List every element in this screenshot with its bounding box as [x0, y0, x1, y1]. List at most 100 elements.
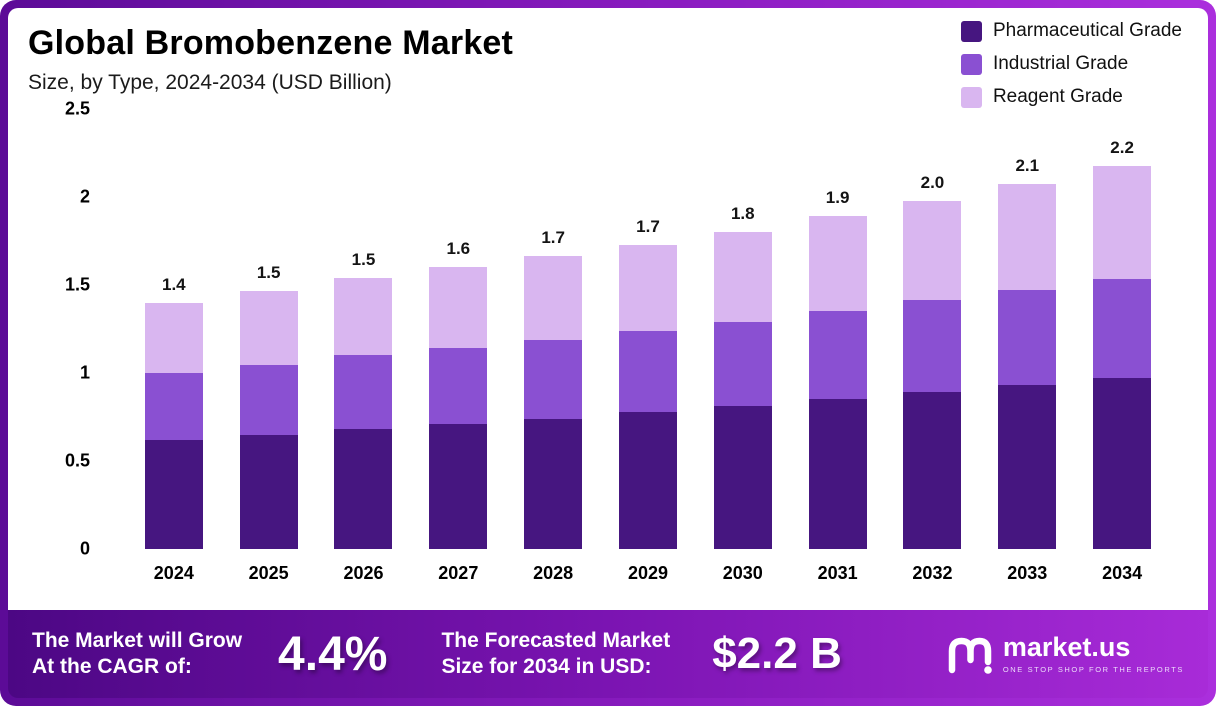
legend-label: Pharmaceutical Grade — [992, 20, 1182, 41]
bar-segment-pharmaceutical-grade — [808, 399, 867, 549]
bar-total-label: 1.5 — [351, 250, 376, 269]
bar-segment-industrial-grade — [1093, 279, 1152, 378]
legend-item: Industrial Grade — [960, 53, 1182, 75]
bar-total-label: 2.2 — [1110, 138, 1134, 157]
bar-total-label: 2.0 — [920, 173, 945, 192]
y-tick-label: 2.5 — [64, 98, 90, 119]
bar-segment-pharmaceutical-grade — [998, 385, 1057, 549]
bar-segment-pharmaceutical-grade — [429, 424, 488, 549]
cagr-label-line1: The Market will Grow — [32, 628, 243, 652]
cagr-label: The Market will Grow At the CAGR of: — [32, 628, 242, 681]
bar-segment-industrial-grade — [713, 322, 772, 406]
chart-body: 0 0.5 1 1.5 2 2.5 1.4 1.5 1.5 1.6 1.7 1.7 1.8 1.9 2.0… — [28, 99, 1188, 584]
bar-total-label: 1.7 — [636, 217, 660, 236]
bar-segment-reagent-grade — [524, 256, 583, 340]
bar-column: 1.9 — [808, 188, 867, 549]
legend-swatch — [960, 20, 982, 42]
forecast-value: $2.2 B — [712, 629, 842, 678]
bar-segment-reagent-grade — [713, 232, 772, 322]
x-tick-label: 2027 — [438, 563, 479, 583]
brand-tagline: ONE STOP SHOP FOR THE REPORTS — [1002, 665, 1184, 674]
bar-segment-industrial-grade — [998, 290, 1057, 385]
plot-columns: 1.4 1.5 1.5 1.6 1.7 1.7 1.8 1.9 2.0 2.1 2.2 — [108, 109, 1188, 549]
plot-area: 1.4 1.5 1.5 1.6 1.7 1.7 1.8 1.9 2.0 2.1 2.2 2024 20… — [108, 109, 1188, 584]
bar-segment-industrial-grade — [524, 340, 583, 419]
legend-item: Reagent Grade — [960, 86, 1182, 108]
y-tick-label: 1 — [79, 362, 90, 383]
bar-column: 1.8 — [713, 204, 772, 549]
bar-total-label: 1.9 — [825, 188, 850, 207]
x-axis-labels: 2024 2025 2026 2027 2028 2029 2030 2031 2032 2033… — [108, 563, 1188, 584]
bar-segment-reagent-grade — [239, 291, 298, 365]
cagr-label-line2: At the CAGR of: — [32, 655, 192, 678]
x-tick-label: 2024 — [153, 563, 194, 583]
brand-text: market.us ONE STOP SHOP FOR THE REPORTS — [1002, 632, 1184, 675]
x-tick-label: 2028 — [533, 563, 574, 583]
bar-segment-pharmaceutical-grade — [144, 440, 203, 549]
footer-band: The Market will Grow At the CAGR of: 4.4… — [8, 610, 1208, 698]
bar-segment-pharmaceutical-grade — [713, 406, 772, 549]
bar-column: 1.4 — [144, 275, 203, 549]
market-us-logo-icon — [948, 637, 992, 674]
bar-total-label: 1.8 — [730, 204, 755, 223]
x-tick-label: 2031 — [817, 563, 858, 583]
cagr-value: 4.4% — [278, 627, 388, 681]
x-tick-label: 2032 — [912, 563, 953, 583]
bar-segment-reagent-grade — [144, 303, 203, 373]
forecast-label-line2: Size for 2034 in USD: — [441, 655, 652, 678]
y-tick-label: 0 — [79, 538, 90, 559]
bar-segment-industrial-grade — [618, 331, 677, 412]
chart-card: Global Bromobenzene Market Size, by Type… — [8, 8, 1208, 610]
bar-total-label: 1.5 — [256, 263, 281, 282]
bar-column: 1.7 — [618, 217, 677, 549]
legend-item: Pharmaceutical Grade — [960, 20, 1182, 42]
bar-segment-industrial-grade — [808, 311, 867, 399]
legend-swatch — [960, 86, 982, 108]
x-tick-label: 2033 — [1007, 563, 1048, 583]
bar-segment-pharmaceutical-grade — [524, 419, 583, 549]
bar-segment-industrial-grade — [429, 348, 488, 424]
bar-segment-pharmaceutical-grade — [1093, 378, 1152, 549]
y-axis: 0 0.5 1 1.5 2 2.5 — [28, 99, 108, 559]
x-tick-label: 2034 — [1102, 563, 1143, 583]
bar-segment-industrial-grade — [334, 355, 393, 429]
bar-column: 1.5 — [239, 263, 298, 549]
bar-column: 1.7 — [524, 228, 583, 549]
bar-segment-pharmaceutical-grade — [903, 392, 962, 549]
bar-segment-pharmaceutical-grade — [239, 435, 298, 549]
legend: Pharmaceutical Grade Industrial Grade Reag… — [960, 20, 1182, 119]
bar-segment-industrial-grade — [903, 300, 962, 392]
y-tick-label: 2 — [79, 186, 90, 207]
brand-name: market.us — [1002, 632, 1131, 662]
brand-logo: market.us ONE STOP SHOP FOR THE REPORTS — [945, 630, 1184, 678]
bar-segment-pharmaceutical-grade — [618, 412, 677, 549]
bar-segment-reagent-grade — [808, 216, 867, 311]
bar-column: 2.2 — [1093, 138, 1152, 549]
x-tick-label: 2026 — [343, 563, 384, 583]
bar-segment-reagent-grade — [998, 184, 1057, 290]
bar-segment-reagent-grade — [429, 267, 488, 348]
page-title: Global Bromobenzene Market — [28, 24, 514, 62]
bar-segment-industrial-grade — [239, 365, 298, 435]
bar-segment-pharmaceutical-grade — [334, 429, 393, 549]
page-subtitle: Size, by Type, 2024-2034 (USD Billion) — [28, 71, 392, 94]
bar-segment-reagent-grade — [618, 245, 677, 331]
bar-segment-reagent-grade — [903, 201, 962, 300]
legend-label: Industrial Grade — [992, 53, 1129, 74]
bar-column: 1.6 — [429, 239, 488, 549]
forecast-label: The Forecasted Market Size for 2034 in U… — [441, 628, 670, 681]
x-tick-label: 2030 — [722, 563, 763, 583]
forecast-label-line1: The Forecasted Market — [441, 628, 671, 652]
bar-total-label: 1.6 — [446, 239, 471, 258]
bar-total-label: 2.1 — [1015, 156, 1040, 175]
x-tick-label: 2025 — [248, 563, 289, 583]
legend-label: Reagent Grade — [992, 86, 1123, 107]
legend-swatch — [960, 53, 982, 75]
bar-segment-reagent-grade — [334, 278, 393, 355]
bar-total-label: 1.7 — [541, 228, 565, 247]
bar-column: 1.5 — [334, 250, 393, 549]
bar-column: 2.1 — [998, 156, 1057, 549]
bar-total-label: 1.4 — [162, 275, 186, 294]
bar-segment-industrial-grade — [144, 373, 203, 440]
